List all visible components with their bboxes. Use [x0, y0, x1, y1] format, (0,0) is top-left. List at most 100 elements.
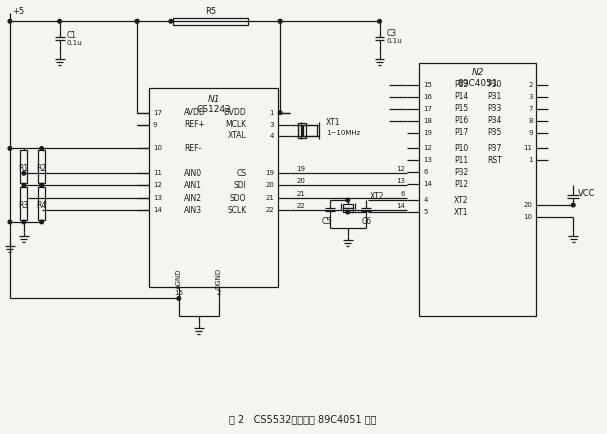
Text: R3: R3: [19, 201, 29, 210]
Text: R4: R4: [36, 201, 47, 210]
Text: 8: 8: [528, 118, 532, 124]
Text: 4: 4: [423, 197, 427, 203]
Text: XT1: XT1: [326, 118, 341, 127]
Text: AIN0: AIN0: [184, 169, 202, 178]
Text: AIN2: AIN2: [184, 194, 202, 203]
Text: XT1: XT1: [454, 207, 469, 217]
Text: DGND: DGND: [215, 268, 222, 289]
Text: SCLK: SCLK: [227, 206, 246, 214]
Text: 2: 2: [216, 289, 221, 296]
Text: 11: 11: [523, 145, 532, 151]
Text: P33: P33: [487, 104, 502, 113]
Text: N2: N2: [472, 69, 484, 77]
Circle shape: [22, 171, 25, 175]
Text: 19: 19: [265, 170, 274, 176]
Text: 0.1u: 0.1u: [67, 40, 83, 46]
Bar: [38, 151, 45, 183]
Text: SDI: SDI: [234, 181, 246, 190]
Circle shape: [135, 20, 139, 23]
Circle shape: [58, 20, 61, 23]
Text: XTAL: XTAL: [228, 131, 246, 140]
Text: MCLK: MCLK: [225, 120, 246, 129]
Circle shape: [40, 184, 44, 187]
Text: 13: 13: [153, 195, 162, 201]
Text: P10: P10: [454, 144, 468, 153]
Bar: [298, 123, 306, 138]
Text: 18: 18: [423, 118, 432, 124]
Circle shape: [177, 297, 181, 300]
Text: 17: 17: [153, 110, 162, 116]
Text: 9: 9: [528, 129, 532, 135]
Text: AIN1: AIN1: [184, 181, 202, 190]
Text: P12: P12: [454, 180, 468, 189]
Text: 19: 19: [296, 166, 305, 172]
Text: 15: 15: [423, 82, 432, 88]
Text: REF+: REF+: [184, 120, 205, 129]
Text: CS1242: CS1242: [196, 105, 231, 114]
Circle shape: [279, 111, 282, 115]
Text: AGND: AGND: [176, 268, 182, 289]
Text: XT2: XT2: [370, 192, 384, 201]
Text: 13: 13: [423, 158, 432, 163]
Circle shape: [346, 198, 350, 202]
Text: P37: P37: [487, 144, 502, 153]
Text: 1~10MHz: 1~10MHz: [326, 129, 360, 135]
Text: P32: P32: [454, 168, 468, 177]
Bar: [149, 88, 278, 286]
Bar: [20, 187, 27, 220]
Text: 20: 20: [296, 178, 305, 184]
Text: 图 2   CS5532与单片机 89C4051 接口: 图 2 CS5532与单片机 89C4051 接口: [229, 414, 377, 424]
Text: P30: P30: [487, 80, 502, 89]
Text: 1: 1: [270, 110, 274, 116]
Circle shape: [279, 20, 282, 23]
Circle shape: [169, 20, 172, 23]
Text: 12: 12: [423, 145, 432, 151]
Text: 4: 4: [270, 132, 274, 138]
Circle shape: [571, 203, 575, 207]
Text: P34: P34: [487, 116, 502, 125]
Text: SDO: SDO: [230, 194, 246, 203]
Text: RST: RST: [487, 156, 502, 165]
Text: 2: 2: [528, 82, 532, 88]
Text: 21: 21: [296, 191, 305, 197]
Text: 14: 14: [396, 203, 405, 209]
Bar: [343, 208, 353, 212]
Text: +5: +5: [12, 7, 24, 16]
Bar: [173, 18, 248, 25]
Bar: [419, 63, 537, 316]
Text: CS: CS: [236, 169, 246, 178]
Text: 6: 6: [423, 169, 428, 175]
Text: 14: 14: [153, 207, 162, 213]
Text: AVDD: AVDD: [184, 108, 206, 117]
Text: P35: P35: [487, 128, 502, 137]
Circle shape: [8, 220, 12, 224]
Text: 16: 16: [423, 94, 432, 100]
Text: 22: 22: [296, 203, 305, 209]
Text: 6: 6: [401, 191, 405, 197]
Circle shape: [22, 184, 25, 187]
Text: 21: 21: [265, 195, 274, 201]
Text: 3: 3: [528, 94, 532, 100]
Text: C1: C1: [67, 31, 76, 39]
Text: 16: 16: [174, 289, 183, 296]
Text: 22: 22: [265, 207, 274, 213]
Circle shape: [22, 220, 25, 224]
Text: N1: N1: [208, 95, 220, 104]
Text: 14: 14: [423, 181, 432, 187]
Text: 0.1u: 0.1u: [387, 38, 402, 44]
Text: 12: 12: [396, 166, 405, 172]
Text: 11: 11: [153, 170, 162, 176]
Text: 17: 17: [423, 106, 432, 112]
Text: 10: 10: [153, 145, 162, 151]
Text: 1: 1: [528, 158, 532, 163]
Bar: [20, 151, 27, 183]
Text: R2: R2: [36, 164, 47, 173]
Text: C5: C5: [322, 217, 332, 227]
Bar: [343, 204, 353, 208]
Bar: [303, 125, 317, 135]
Text: 9: 9: [153, 122, 157, 128]
Text: R5: R5: [205, 7, 216, 16]
Circle shape: [378, 20, 381, 23]
Text: 7: 7: [528, 106, 532, 112]
Text: P11: P11: [454, 156, 468, 165]
